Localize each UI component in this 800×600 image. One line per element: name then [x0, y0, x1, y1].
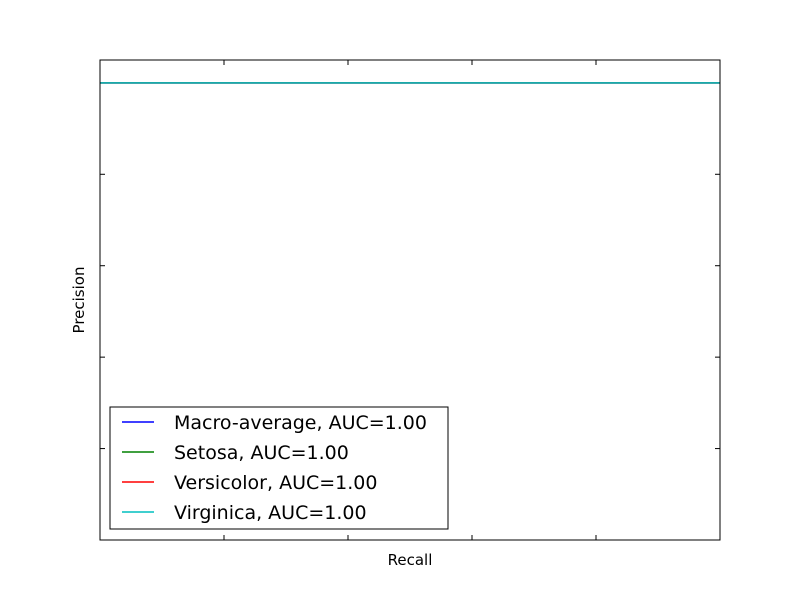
x-axis-label: Recall: [388, 551, 433, 569]
legend: Macro-average, AUC=1.00 Setosa, AUC=1.00 V…: [109, 406, 449, 530]
legend-label-2: Setosa, AUC=1.00: [174, 442, 349, 464]
y-axis-label: Precision: [70, 267, 88, 334]
plot-frame: [99, 59, 721, 541]
legend-label-1: Macro-average, AUC=1.00: [174, 412, 427, 434]
ticks-layer: [100, 60, 720, 540]
legend-label-4: Virginica, AUC=1.00: [174, 502, 367, 524]
legend-label-3: Versicolor, AUC=1.00: [174, 472, 377, 494]
legend-box: [109, 406, 449, 530]
